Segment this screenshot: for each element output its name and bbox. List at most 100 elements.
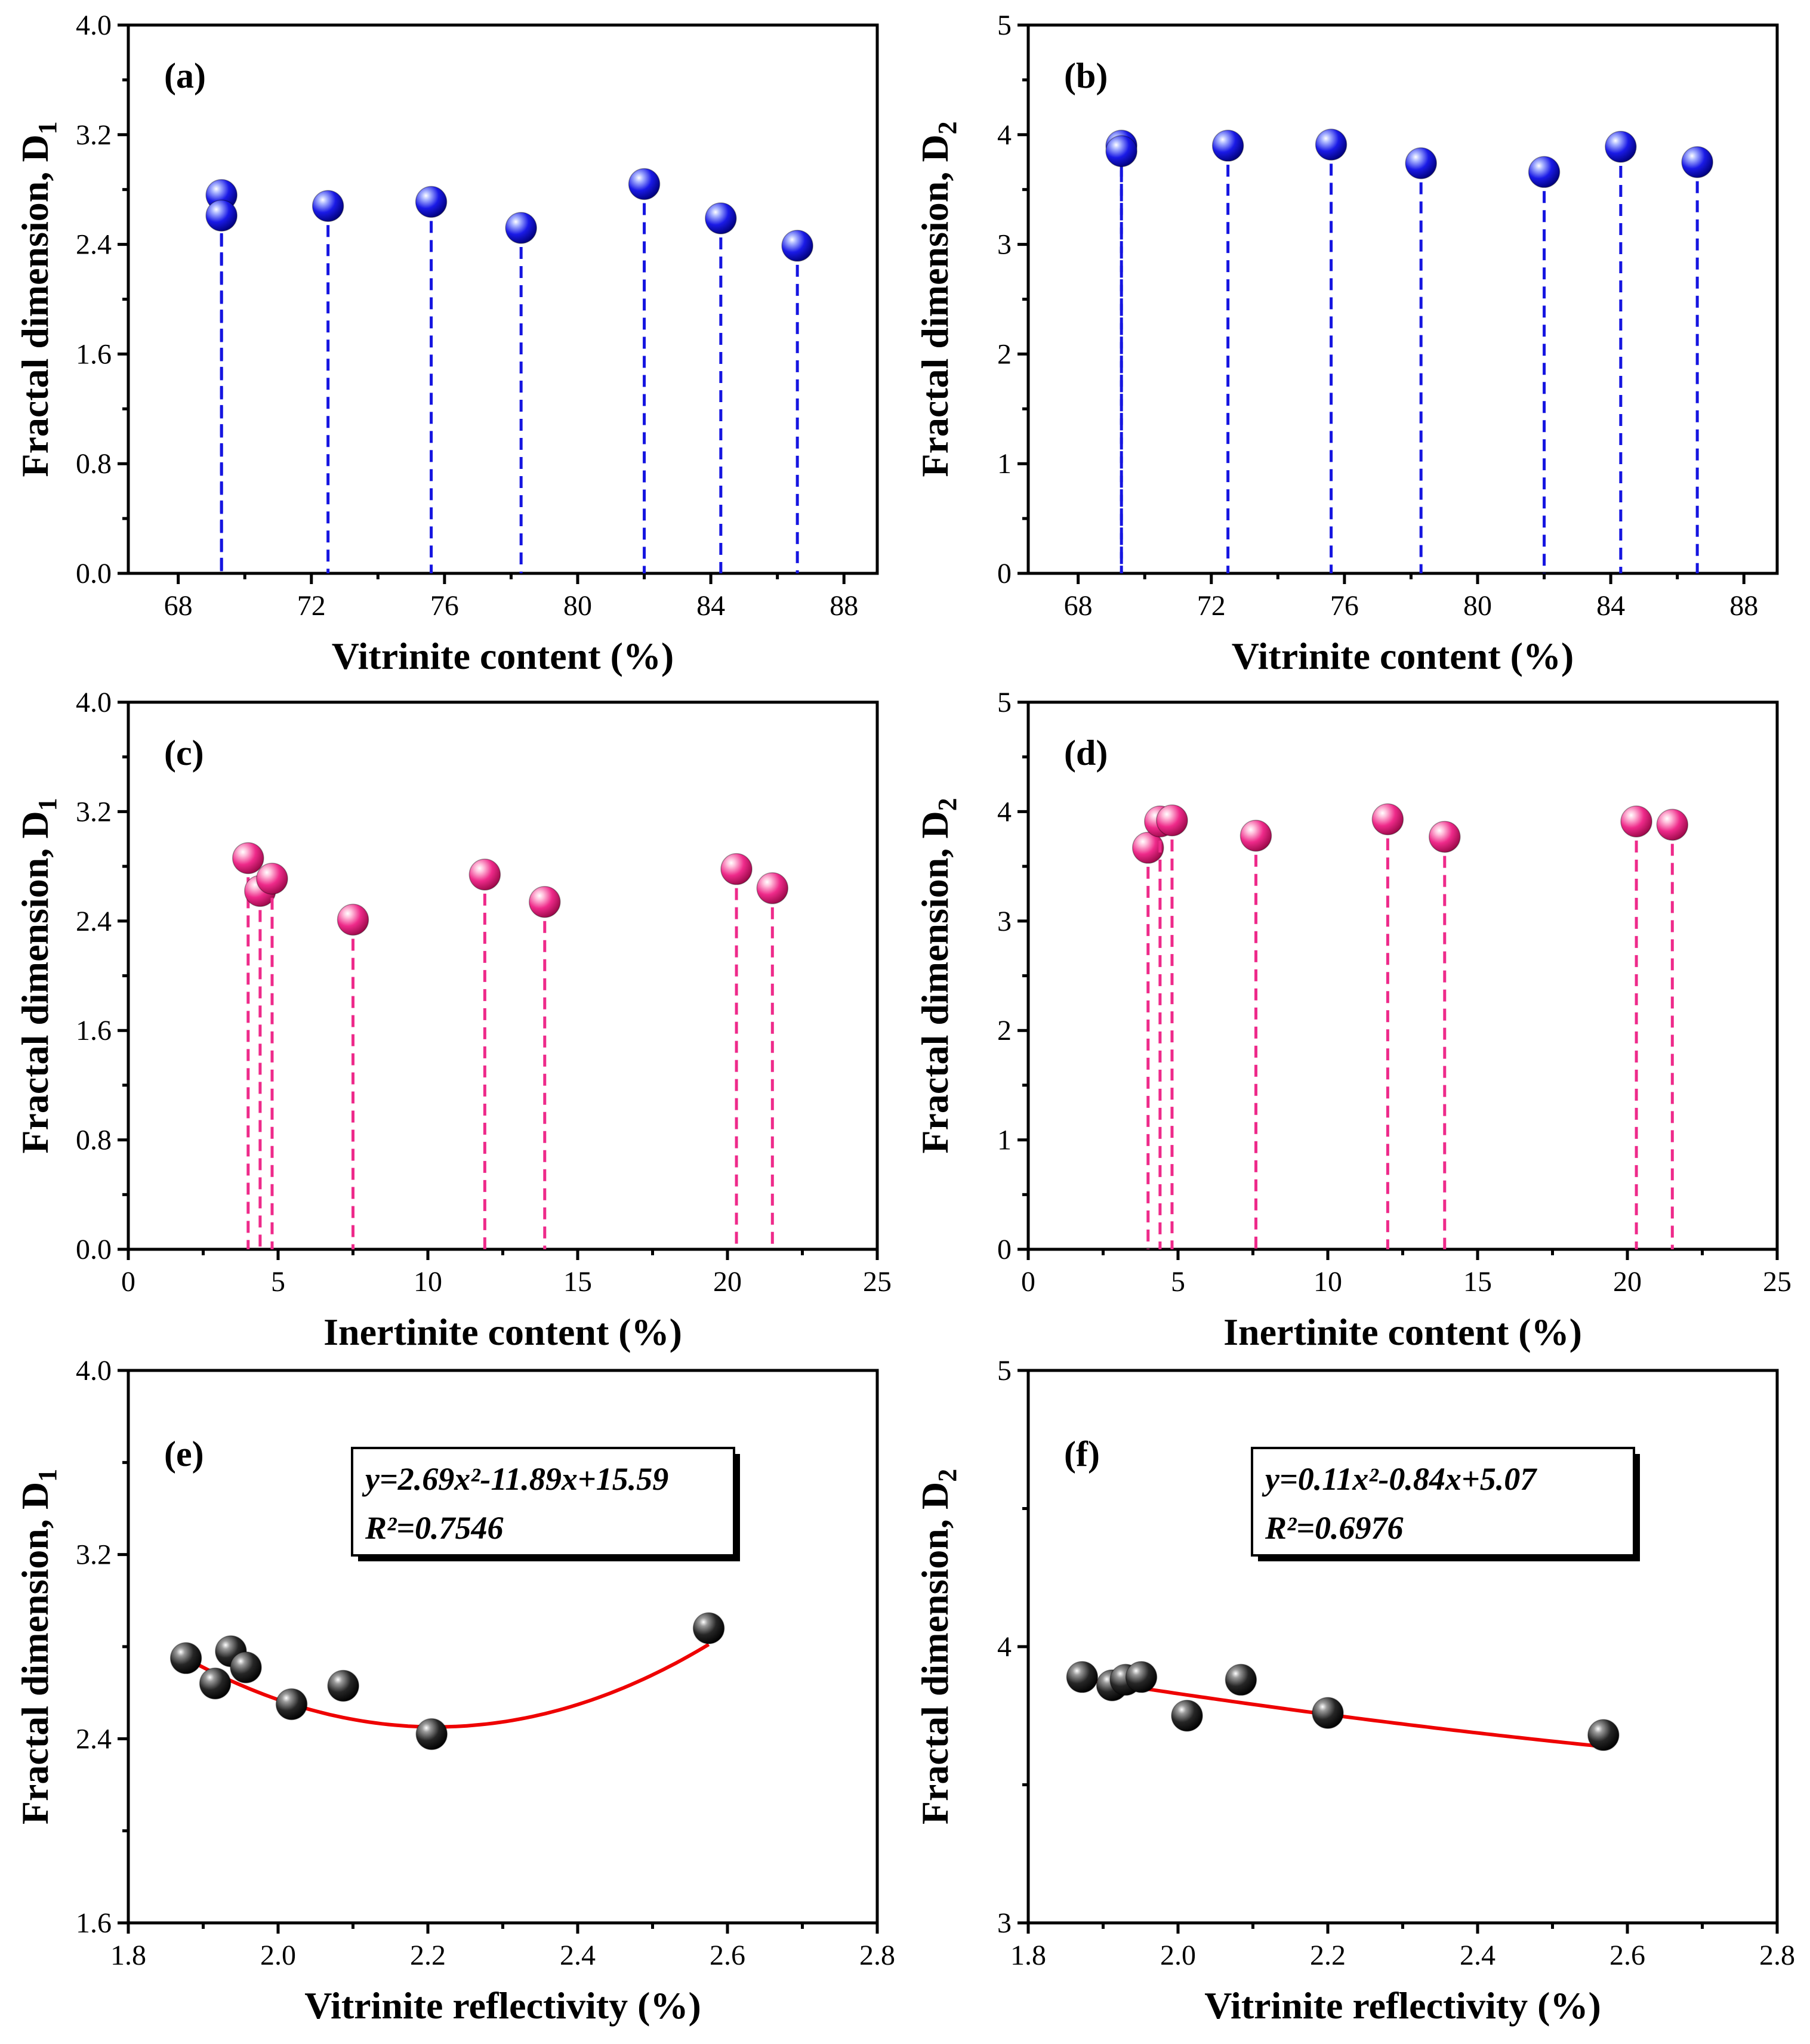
panel-f-x-tick-label: 1.8 — [1010, 1940, 1046, 1971]
panel-f-data-point — [1312, 1697, 1344, 1729]
panel-e-y-axis-title-subscript: 1 — [33, 1469, 62, 1482]
panel-e-y-tick-label: 3.2 — [76, 1539, 112, 1571]
panel-b-label: (b) — [1064, 56, 1108, 95]
panel-d-y-tick-label: 0 — [997, 1234, 1012, 1265]
panel-c-data-point — [256, 862, 288, 895]
panel-c-x-tick-label: 5 — [271, 1266, 285, 1298]
panel-b-data-point — [1405, 147, 1437, 180]
panel-a-y-tick-label: 4.0 — [76, 10, 112, 41]
panel-a-data-point — [628, 168, 661, 200]
panel-e-y-axis-title-main: Fractal dimension, D — [14, 1482, 56, 1824]
panel-c-x-tick-label: 10 — [414, 1266, 442, 1298]
panel-e-data-point — [230, 1651, 262, 1684]
panel-a-y-tick-label: 1.6 — [76, 338, 112, 370]
panel-e-fit-curve — [185, 1642, 710, 1729]
panel-b-x-tick-label: 84 — [1596, 590, 1625, 622]
panel-a-y-tick-label: 2.4 — [76, 229, 112, 261]
panel-d: 0 5 10 15 20 25 0 1 2 3 4 5 Inertinite content (%) Fr… — [914, 687, 1792, 1353]
panel-b-data-point — [1315, 128, 1348, 161]
panel-b-data-point — [1681, 146, 1713, 178]
panel-a-x-tick-label: 88 — [830, 590, 858, 622]
panel-c-y-tick-label: 0.8 — [76, 1125, 112, 1156]
panel-d-data-point — [1132, 832, 1164, 864]
panel-f-x-tick-label: 2.0 — [1160, 1940, 1196, 1971]
panel-c-data-point — [720, 853, 753, 885]
panel-f-y-axis-title: Fractal dimension, D2 — [914, 1469, 962, 1824]
panel-c-plot-frame — [127, 700, 879, 1251]
panel-d-data-point — [1371, 803, 1404, 835]
panel-d-x-tick-label: 15 — [1463, 1266, 1492, 1298]
panel-c-y-axis-title-subscript: 1 — [33, 798, 62, 811]
panel-b-data-point — [1105, 135, 1137, 168]
panel-c-x-tick-label: 25 — [863, 1266, 892, 1298]
panel-b: 68 72 76 80 84 88 0 1 2 3 4 5 Vitrinite content (%) F… — [914, 10, 1779, 677]
panel-c-y-tick-label: 3.2 — [76, 796, 112, 828]
panel-f-x-tick-label: 2.2 — [1310, 1940, 1346, 1971]
panel-d-y-tick-label: 5 — [997, 687, 1012, 718]
panel-b-y-tick-label: 2 — [997, 338, 1012, 370]
panel-d-x-tick-label: 0 — [1021, 1266, 1035, 1298]
panel-f-y-axis-title-subscript: 2 — [933, 1469, 962, 1482]
panel-e-x-tick-label: 2.0 — [260, 1940, 296, 1971]
panel-c-data-point — [468, 859, 501, 891]
panel-d-data-point — [1656, 808, 1689, 841]
panel-b-x-tick-label: 80 — [1463, 590, 1492, 622]
panel-b-plot-frame — [1026, 23, 1779, 575]
panel-f-equation-line: R²=0.6976 — [1265, 1510, 1403, 1546]
panel-f-equation-line: y=0.11x²-0.84x+5.07 — [1262, 1461, 1537, 1497]
panel-a-y-tick-label: 3.2 — [76, 119, 112, 151]
panel-d-y-axis-title-main: Fractal dimension, D — [914, 811, 956, 1153]
panel-e-equation-line: R²=0.7546 — [365, 1510, 503, 1546]
panel-a-y-tick-label: 0.0 — [76, 558, 112, 589]
panel-e-label: (e) — [164, 1434, 204, 1474]
panel-e-equation-line: y=2.69x²-11.89x+15.59 — [362, 1461, 668, 1497]
panel-d-label: (d) — [1064, 733, 1108, 773]
panel-a-label: (a) — [164, 56, 206, 95]
panel-c-y-tick-label: 1.6 — [76, 1015, 112, 1046]
panel-a-data-point — [781, 230, 813, 262]
panel-a-data-point — [312, 190, 344, 223]
panel-b-y-axis-title: Fractal dimension, D2 — [914, 121, 962, 477]
panel-e-data-point — [199, 1667, 232, 1700]
panel-b-data-point — [1605, 131, 1637, 163]
panel-c-label: (c) — [164, 733, 204, 773]
panel-e-x-tick-label: 2.8 — [859, 1940, 895, 1971]
panel-a-y-axis-title: Fractal dimension, D1 — [14, 121, 62, 477]
panel-b-y-tick-label: 0 — [997, 558, 1012, 589]
panel-c: 0 5 10 15 20 25 0.0 0.8 1.6 2.4 3.2 4.0 Inertinite c… — [14, 687, 892, 1353]
panel-e-x-tick-label: 2.6 — [710, 1940, 745, 1971]
panel-f-x-tick-label: 2.4 — [1460, 1940, 1496, 1971]
panel-c-data-point — [232, 842, 264, 875]
panel-e-x-axis-title: Vitrinite reflectivity (%) — [304, 1984, 701, 2027]
panel-c-data-point — [756, 872, 789, 904]
panel-a-data-point — [415, 186, 448, 218]
panel-f-equation-box — [1251, 1447, 1635, 1557]
panel-e-equation-box — [351, 1447, 735, 1557]
panel-c-y-axis-title-main: Fractal dimension, D — [14, 811, 56, 1153]
panel-e-data-point — [327, 1669, 359, 1702]
panel-a-y-axis-title-subscript: 1 — [33, 121, 62, 134]
panel-e: 1.8 2.0 2.2 2.4 2.6 2.8 1.6 2.4 3.2 4.0 Vitrinite … — [14, 1355, 895, 2027]
panel-e-y-tick-label: 2.4 — [76, 1723, 112, 1755]
panel-d-y-tick-label: 3 — [997, 906, 1012, 937]
panel-c-x-tick-label: 20 — [713, 1266, 742, 1298]
panel-a-y-axis-title-main: Fractal dimension, D — [14, 134, 56, 477]
panel-b-x-tick-label: 88 — [1729, 590, 1758, 622]
panel-a-x-axis-title: Vitrinite content (%) — [332, 635, 674, 677]
panel-f-x-tick-label: 2.8 — [1759, 1940, 1795, 1971]
panel-d-x-tick-label: 25 — [1763, 1266, 1792, 1298]
panel-a: 68 72 76 80 84 88 0.0 0.8 1.6 2.4 3.2 4.0 Vitrinite … — [14, 10, 879, 677]
panel-e-x-tick-label: 1.8 — [110, 1940, 146, 1971]
panel-d-y-tick-label: 2 — [997, 1015, 1012, 1046]
panel-b-data-point — [1528, 156, 1561, 189]
panel-e-data-point — [275, 1688, 308, 1721]
panel-c-y-tick-label: 0.0 — [76, 1234, 112, 1265]
panel-d-data-point — [1156, 804, 1188, 836]
panel-f-y-tick-label: 3 — [997, 1907, 1012, 1939]
panel-e-x-tick-label: 2.2 — [410, 1940, 446, 1971]
panel-a-data-point — [505, 212, 537, 244]
panel-d-x-axis-title: Inertinite content (%) — [1223, 1311, 1582, 1353]
panel-f-data-point — [1587, 1719, 1620, 1751]
panel-b-y-tick-label: 5 — [997, 10, 1012, 41]
panel-a-x-tick-label: 80 — [563, 590, 592, 622]
